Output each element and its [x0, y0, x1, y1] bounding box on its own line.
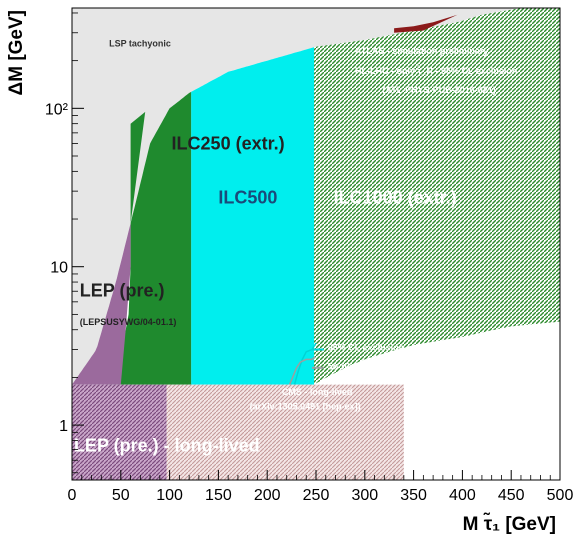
x-tick-label-9: 450 — [498, 487, 525, 504]
curve-5sigma-discovery — [288, 356, 316, 385]
x-tick-label-3: 150 — [205, 487, 232, 504]
x-tick-label-10: 500 — [547, 487, 574, 504]
plot-area — [72, 8, 560, 480]
x-tick-label-2: 100 — [156, 487, 183, 504]
label-atlas-line-2: HL-LHC - only τ̃_R - 95% CL exclusion — [355, 65, 517, 76]
label-cms-reference: (arXiv:1305.0491 [hep-ex]) — [250, 402, 361, 412]
y-axis: 1 10 10² — [45, 12, 84, 474]
y-axis-title: ΔM [GeV] — [6, 10, 27, 95]
x-axis: 0 50 100 150 200 250 300 350 400 450 500 — [68, 470, 574, 504]
region-ilc1000 — [314, 8, 560, 385]
label-ilc1000: ILC1000 (extr.) — [334, 188, 457, 208]
curve-95cl-exclusion — [293, 342, 317, 385]
label-lep-long-lived: LEP (pre.) - long-lived — [74, 436, 260, 456]
label-lep: LEP (pre.) — [80, 280, 165, 300]
label-ilc250: ILC250 (extr.) — [172, 133, 285, 153]
region-lep — [72, 123, 131, 385]
label-lsp-tachyonic: LSP tachyonic — [109, 39, 171, 49]
region-lep-long-lived — [72, 384, 167, 480]
region-atlas — [394, 14, 458, 33]
region-ilc250 — [106, 91, 192, 385]
x-tick-label-6: 300 — [351, 487, 378, 504]
label-atlas-line-1: ATLAS - simulation preliminary — [355, 46, 488, 56]
legend: 95% CL exclusion 5σ discovery — [312, 343, 404, 371]
x-tick-label-1: 50 — [112, 487, 130, 504]
y-tick-label-1: 10 — [50, 260, 68, 277]
legend-label-discovery: 5σ discovery — [328, 361, 384, 371]
x-tick-label-4: 200 — [254, 487, 281, 504]
y-tick-label-0: 1 — [59, 418, 68, 435]
label-cms-long-lived: CMS - long-lived — [282, 387, 353, 397]
label-lep-reference: (LEPSUSYWG/04-01.1) — [80, 317, 177, 327]
x-tick-label-8: 400 — [449, 487, 476, 504]
x-tick-label-0: 0 — [68, 487, 77, 504]
region-ilc500 — [191, 47, 314, 385]
x-axis-title: M τ̃₁ [GeV] — [463, 512, 556, 535]
x-tick-label-7: 350 — [400, 487, 427, 504]
region-labels: LSP tachyonic ATLAS - simulation prelimi… — [74, 39, 517, 456]
region-cms-long-lived — [166, 384, 404, 480]
legend-label-exclusion: 95% CL exclusion — [328, 343, 404, 353]
x-tick-label-5: 250 — [303, 487, 330, 504]
label-atlas-line-3: (ATL-PHYS-PUB-2016-021) — [382, 85, 495, 95]
y-tick-label-2: 10² — [45, 101, 69, 118]
label-ilc500: ILC500 — [218, 188, 277, 208]
